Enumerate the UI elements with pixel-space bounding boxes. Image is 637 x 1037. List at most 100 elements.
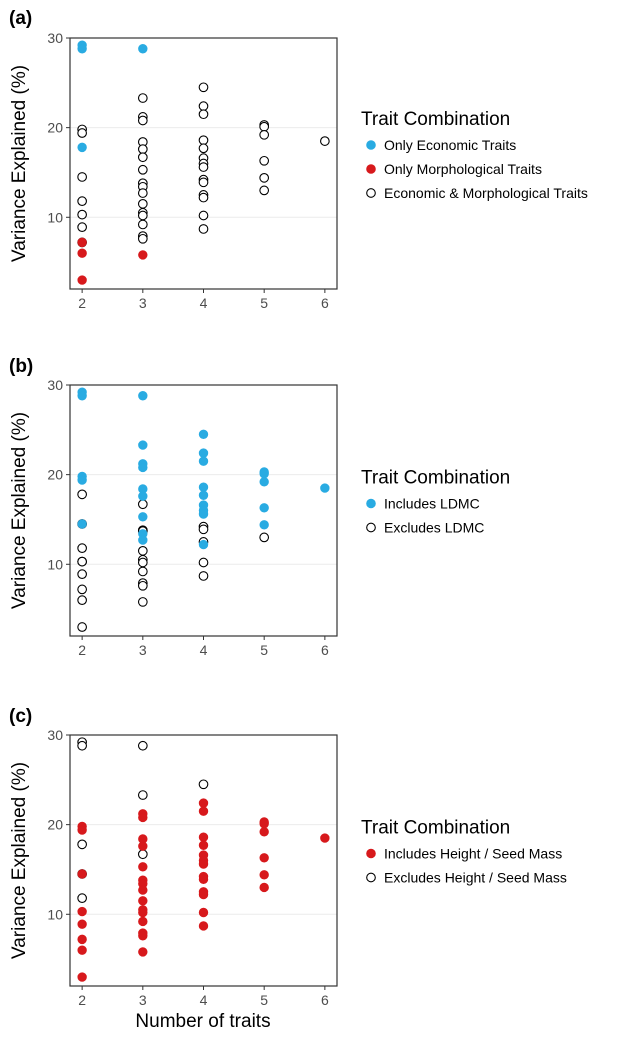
data-point: [198, 524, 209, 535]
x-tick-label: 5: [260, 642, 268, 658]
y-tick-label: 30: [47, 30, 63, 46]
data-point: [198, 832, 209, 842]
data-point: [77, 142, 87, 153]
data-point: [198, 779, 209, 790]
data-point: [137, 545, 148, 556]
y-axis-title: Variance Explained (%): [9, 762, 30, 959]
data-point: [138, 896, 148, 906]
y-tick-label: 20: [47, 467, 63, 483]
data-point: [137, 152, 148, 163]
data-point: [138, 391, 148, 401]
x-tick-label: 2: [78, 295, 86, 311]
data-point: [198, 135, 209, 146]
x-tick-label: 6: [321, 992, 329, 1008]
data-point: [198, 82, 209, 93]
legend-title: Trait Combination: [361, 468, 510, 489]
data-point: [198, 490, 209, 500]
data-point: [259, 129, 270, 140]
data-point: [77, 248, 87, 258]
data-point: [137, 790, 148, 800]
data-point: [259, 870, 269, 880]
panel-label: (a): [9, 8, 32, 29]
x-tick-label: 4: [200, 992, 208, 1008]
legend-entry-label: Includes Height / Seed Mass: [384, 846, 562, 862]
legend-entry-label: Economic & Morphological Traits: [384, 185, 588, 201]
data-point: [137, 233, 148, 244]
data-point: [77, 543, 87, 554]
data-point: [198, 456, 209, 466]
data-point: [77, 584, 87, 595]
data-point: [137, 219, 148, 230]
data-point: [138, 916, 148, 927]
data-point: [138, 931, 148, 941]
data-point: [77, 934, 87, 945]
data-point: [198, 798, 209, 808]
data-point: [198, 509, 209, 519]
data-point: [259, 532, 270, 543]
x-tick-label: 4: [200, 642, 208, 658]
data-point: [259, 477, 269, 487]
data-point: [259, 172, 270, 183]
data-point: [198, 210, 209, 221]
data-point: [77, 622, 87, 632]
x-tick-label: 6: [321, 642, 329, 658]
data-point: [138, 947, 148, 957]
x-tick-label: 2: [78, 642, 86, 658]
y-tick-label: 30: [47, 377, 63, 393]
data-point: [138, 250, 148, 260]
y-axis-title: Variance Explained (%): [9, 65, 30, 262]
data-point: [198, 192, 209, 203]
data-point: [137, 597, 148, 607]
data-point: [259, 469, 269, 479]
data-point: [198, 874, 209, 885]
data-point: [77, 196, 87, 206]
legend-entry-label: Only Morphological Traits: [384, 161, 542, 177]
data-point: [259, 185, 270, 196]
x-tick-label: 2: [78, 992, 86, 1008]
x-tick-label: 5: [260, 992, 268, 1008]
panel-b: (b) 10 20 30 2 3 4 5 6 Variance Explained (%) Trai…: [9, 356, 510, 658]
data-point: [137, 557, 148, 568]
panels-group: (a) 10 20 30 2 3 4 5 6 Variance Explained (%) Trai…: [9, 8, 588, 1008]
data-point: [198, 571, 209, 581]
data-point: [138, 862, 148, 872]
legend-key-marker: [366, 188, 376, 198]
data-point: [198, 539, 209, 550]
data-point: [77, 275, 87, 285]
data-point: [77, 128, 87, 138]
data-point: [138, 841, 148, 851]
panel-label: (b): [9, 356, 33, 377]
data-point: [77, 839, 87, 850]
data-point: [137, 144, 148, 155]
data-point: [138, 44, 148, 54]
data-point: [320, 833, 330, 843]
data-point: [259, 827, 269, 837]
x-tick-label: 3: [139, 992, 147, 1008]
data-point: [138, 462, 148, 473]
y-tick-label: 10: [47, 209, 63, 225]
data-point: [198, 101, 209, 111]
x-axis-title: Number of traits: [135, 1011, 270, 1032]
data-point: [137, 210, 148, 221]
data-point: [77, 595, 87, 605]
data-point: [198, 859, 209, 869]
legend-title: Trait Combination: [361, 109, 510, 130]
data-point: [77, 919, 87, 929]
x-tick-label: 4: [200, 295, 208, 311]
y-tick-label: 10: [47, 906, 63, 922]
x-tick-label: 3: [139, 642, 147, 658]
data-point: [77, 391, 87, 401]
data-point: [138, 885, 148, 895]
data-point: [138, 440, 148, 450]
data-point: [137, 499, 148, 510]
data-point: [137, 566, 148, 577]
legend-entry-label: Only Economic Traits: [384, 137, 516, 153]
data-point: [137, 849, 148, 860]
data-point: [77, 222, 87, 232]
data-point: [77, 740, 87, 751]
y-tick-label: 10: [47, 556, 63, 572]
y-tick-label: 30: [47, 727, 63, 743]
data-point: [198, 840, 209, 850]
legend-key-marker: [366, 848, 376, 859]
data-point: [198, 109, 209, 120]
